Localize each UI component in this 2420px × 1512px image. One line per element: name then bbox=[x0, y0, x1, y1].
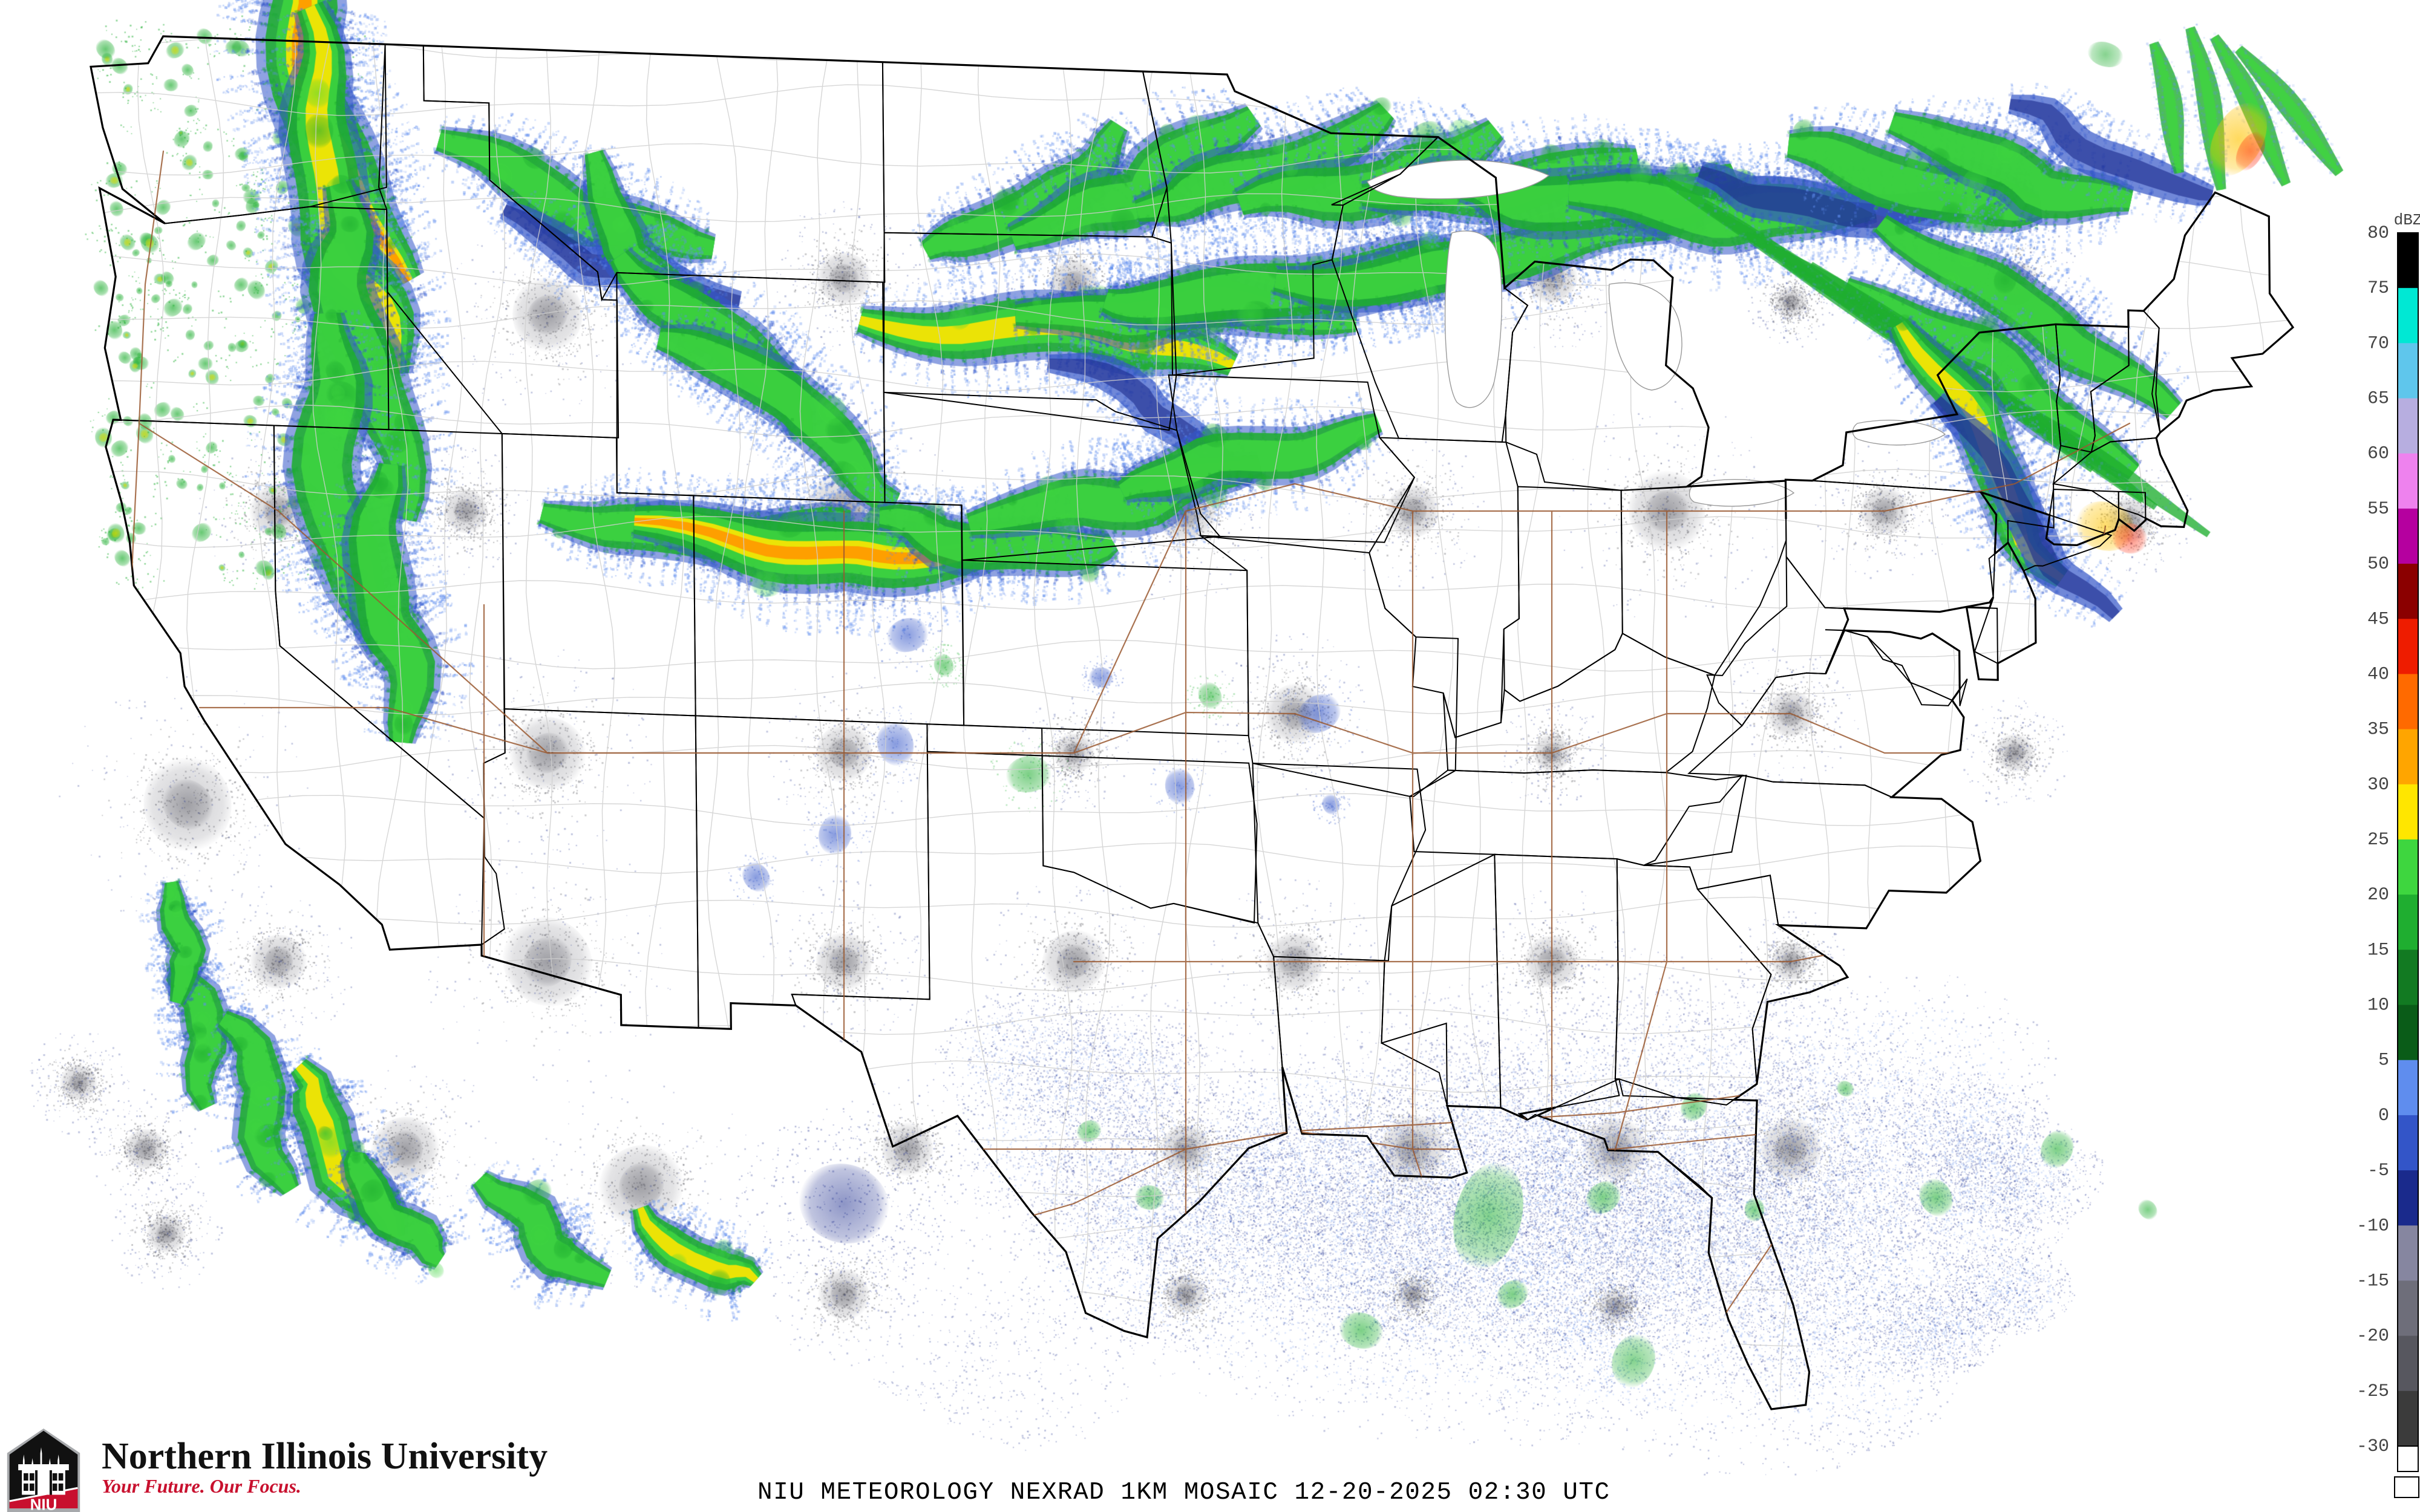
svg-text:35: 35 bbox=[2367, 720, 2389, 740]
svg-text:30: 30 bbox=[2367, 775, 2389, 795]
svg-text:70: 70 bbox=[2367, 333, 2389, 354]
svg-text:5: 5 bbox=[2378, 1051, 2389, 1071]
svg-text:10: 10 bbox=[2367, 996, 2389, 1016]
svg-text:NIU METEOROLOGY NEXRAD 1KM MOS: NIU METEOROLOGY NEXRAD 1KM MOSAIC 12-20-… bbox=[757, 1479, 1611, 1507]
svg-text:75: 75 bbox=[2367, 278, 2389, 299]
svg-text:-10: -10 bbox=[2356, 1216, 2389, 1236]
svg-text:-20: -20 bbox=[2356, 1326, 2389, 1347]
svg-text:40: 40 bbox=[2367, 664, 2389, 685]
svg-text:65: 65 bbox=[2367, 389, 2389, 409]
svg-text:Northern Illinois University: Northern Illinois University bbox=[102, 1436, 548, 1477]
svg-text:-5: -5 bbox=[2367, 1161, 2389, 1181]
svg-text:15: 15 bbox=[2367, 940, 2389, 960]
svg-text:Your Future. Our Focus.: Your Future. Our Focus. bbox=[102, 1475, 301, 1497]
svg-text:NIU: NIU bbox=[30, 1495, 57, 1512]
svg-text:80: 80 bbox=[2367, 223, 2389, 244]
svg-text:-25: -25 bbox=[2356, 1381, 2389, 1402]
svg-text:dBZ: dBZ bbox=[2394, 211, 2420, 229]
svg-text:55: 55 bbox=[2367, 499, 2389, 520]
svg-text:25: 25 bbox=[2367, 830, 2389, 850]
svg-text:-30: -30 bbox=[2356, 1436, 2389, 1457]
svg-text:60: 60 bbox=[2367, 444, 2389, 464]
svg-text:45: 45 bbox=[2367, 609, 2389, 630]
svg-text:20: 20 bbox=[2367, 885, 2389, 905]
svg-text:-15: -15 bbox=[2356, 1271, 2389, 1291]
svg-text:50: 50 bbox=[2367, 554, 2389, 575]
svg-text:0: 0 bbox=[2378, 1106, 2389, 1126]
